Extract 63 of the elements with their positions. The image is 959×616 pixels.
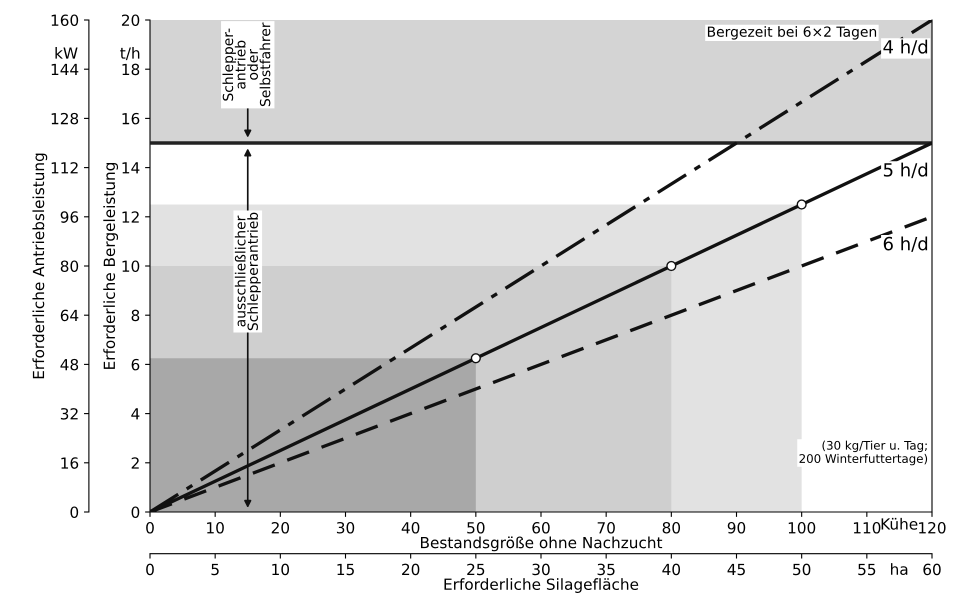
y2-tick-label: 48 bbox=[60, 358, 78, 370]
y2-tick-label: 160 bbox=[52, 14, 78, 26]
x-tick-label: 110 bbox=[854, 522, 880, 534]
y2-tick-label: 96 bbox=[60, 211, 78, 223]
x-tick-label: 70 bbox=[598, 522, 615, 534]
x-tick-label: 30 bbox=[336, 522, 354, 534]
y2-tick-label: 144 bbox=[52, 64, 78, 76]
y2-tick-label: 128 bbox=[52, 112, 78, 124]
x-tick-label: 0 bbox=[146, 522, 154, 534]
x2-tick-label: 20 bbox=[402, 564, 420, 576]
x-axis-title: Bestandsgröße ohne Nachzucht bbox=[420, 536, 662, 552]
series-label: 6 h/d bbox=[884, 236, 928, 252]
x2-tick-label: 10 bbox=[272, 564, 290, 576]
x2-tick-label: 30 bbox=[532, 564, 550, 576]
y2-tick-label: 32 bbox=[60, 408, 78, 420]
text: kW bbox=[55, 47, 78, 59]
x2-tick-label: 0 bbox=[146, 564, 154, 576]
series-label: 5 h/d bbox=[884, 162, 928, 178]
y2-tick-label: 112 bbox=[52, 162, 78, 174]
x2-tick-label: 50 bbox=[793, 564, 810, 576]
x2-tick-label: 55 bbox=[858, 564, 876, 576]
series-label: 4 h/d bbox=[883, 40, 928, 56]
x-tick-label: 100 bbox=[788, 522, 816, 534]
y-tick-label: 14 bbox=[122, 162, 140, 174]
x2-tick-label: 25 bbox=[467, 564, 484, 576]
y2-tick-label: 80 bbox=[60, 260, 78, 272]
x2-tick-label: 5 bbox=[211, 564, 219, 576]
x2-tick-label: 40 bbox=[662, 564, 680, 576]
x-tick-label: 20 bbox=[272, 522, 290, 534]
y-tick-label: 20 bbox=[122, 14, 140, 26]
x-tick-label: 50 bbox=[467, 522, 485, 534]
annotation: (30 kg/Tier u. Tag; 200 Winterfuttertage) bbox=[800, 440, 928, 466]
x-tick-label: 60 bbox=[532, 522, 550, 534]
annotation: Schlepper- antrieb oder Selbstfahrer bbox=[222, 22, 270, 106]
x2-tick-label: 45 bbox=[728, 564, 745, 576]
y-tick-label: 10 bbox=[122, 260, 140, 272]
x-tick-label: 120 bbox=[919, 522, 946, 534]
y2-tick-label: 16 bbox=[61, 457, 78, 469]
y-tick-label: 16 bbox=[122, 112, 140, 124]
text: Kühe bbox=[882, 518, 918, 530]
y2-axis-title: Erforderliche Antriebsleistung bbox=[32, 154, 48, 378]
y-tick-label: 8 bbox=[132, 310, 140, 322]
y-tick-label: 2 bbox=[132, 457, 139, 469]
x2-tick-label: 35 bbox=[598, 564, 615, 576]
x-tick-label: 40 bbox=[402, 522, 420, 534]
y-tick-label: 0 bbox=[132, 506, 140, 518]
y-tick-label: 12 bbox=[122, 211, 139, 223]
y-tick-label: 4 bbox=[131, 408, 140, 420]
x2-axis-title: Erforderliche Silagefläche bbox=[444, 578, 638, 593]
band-label: Bergezeit bei 6×2 Tagen bbox=[708, 26, 876, 40]
x-tick-label: 90 bbox=[728, 522, 746, 534]
y-tick-label: 18 bbox=[122, 64, 140, 76]
x2-tick-label: 15 bbox=[337, 564, 354, 576]
x-tick-label: 80 bbox=[662, 522, 680, 534]
x2-tick-label: 60 bbox=[923, 564, 941, 576]
y2-tick-label: 0 bbox=[70, 506, 78, 518]
y-tick-label: 6 bbox=[132, 358, 140, 370]
text: ha bbox=[891, 563, 908, 575]
text: t/h bbox=[120, 47, 140, 60]
y2-tick-label: 64 bbox=[60, 310, 78, 322]
x-tick-label: 10 bbox=[207, 522, 224, 534]
annotation: ausschließlicher Schlepperantrieb bbox=[234, 212, 261, 330]
y-axis-title: Erforderliche Bergeleistung bbox=[103, 163, 118, 369]
